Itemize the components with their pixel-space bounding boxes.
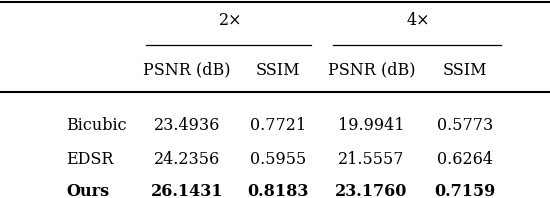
Text: Ours: Ours: [66, 183, 109, 198]
Text: SSIM: SSIM: [443, 62, 487, 79]
Text: 0.5955: 0.5955: [250, 151, 306, 168]
Text: 0.7159: 0.7159: [434, 183, 496, 198]
Text: 26.1431: 26.1431: [151, 183, 223, 198]
Text: 0.8183: 0.8183: [247, 183, 309, 198]
Text: 2×: 2×: [219, 12, 243, 29]
Text: 19.9941: 19.9941: [338, 117, 404, 134]
Text: 23.1760: 23.1760: [335, 183, 408, 198]
Text: 0.7721: 0.7721: [250, 117, 306, 134]
Text: 23.4936: 23.4936: [154, 117, 220, 134]
Text: 0.5773: 0.5773: [437, 117, 493, 134]
Text: Bicubic: Bicubic: [66, 117, 126, 134]
Text: 24.2356: 24.2356: [154, 151, 220, 168]
Text: EDSR: EDSR: [66, 151, 113, 168]
Text: PSNR (dB): PSNR (dB): [143, 62, 231, 79]
Text: 21.5557: 21.5557: [338, 151, 404, 168]
Text: SSIM: SSIM: [256, 62, 300, 79]
Text: 0.6264: 0.6264: [437, 151, 493, 168]
Text: 4×: 4×: [406, 12, 430, 29]
Text: PSNR (dB): PSNR (dB): [327, 62, 415, 79]
